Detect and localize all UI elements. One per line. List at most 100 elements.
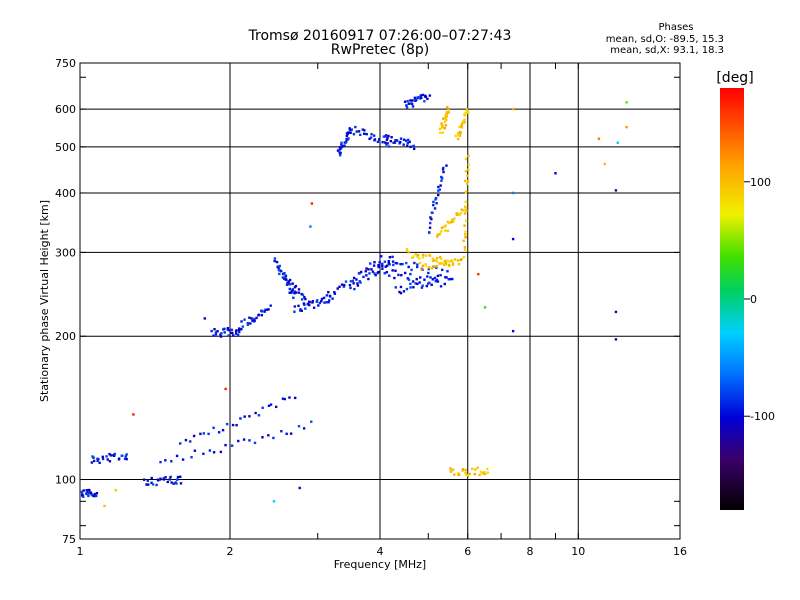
echo-point <box>439 262 442 265</box>
echo-point <box>392 263 395 267</box>
echo-point <box>316 299 319 302</box>
echo-point <box>444 117 447 120</box>
echo-point <box>412 144 415 148</box>
echo-point <box>447 109 450 112</box>
echo-point <box>448 260 451 263</box>
echo-point <box>461 468 465 471</box>
echo-point <box>208 449 212 452</box>
echo-point <box>430 283 433 286</box>
echo-point <box>243 318 246 321</box>
echo-point <box>82 495 85 498</box>
echo-point <box>278 272 281 276</box>
echo-point <box>434 259 437 262</box>
echo-point <box>439 273 442 277</box>
echo-point <box>464 170 467 173</box>
echo-point <box>386 136 389 140</box>
echo-point <box>202 432 206 435</box>
echo-point <box>85 489 88 492</box>
echo-point <box>168 478 172 481</box>
echo-point <box>460 208 464 212</box>
echo-point <box>217 431 221 434</box>
echo-point <box>349 286 352 290</box>
echo-point <box>443 259 447 263</box>
echo-point <box>202 452 205 455</box>
echo-point <box>281 276 285 279</box>
echo-point <box>428 94 432 97</box>
echo-point <box>294 291 298 294</box>
echo-point <box>146 479 150 482</box>
chart-title: Tromsø 20160917 07:26:00–07:27:43 <box>248 28 512 44</box>
echo-point <box>159 460 162 464</box>
echo-point <box>92 459 96 463</box>
echo-point <box>464 191 468 194</box>
echo-point <box>387 260 390 263</box>
echo-point <box>288 283 292 286</box>
echo-point <box>289 291 292 294</box>
colorbar-tick-label: 0 <box>750 293 757 306</box>
echo-point <box>394 139 397 142</box>
echo-point <box>458 125 461 129</box>
echo-point <box>227 334 230 337</box>
echo-point <box>443 282 446 286</box>
echo-point <box>407 138 410 142</box>
echo-point <box>297 304 300 308</box>
echo-point <box>467 179 470 183</box>
echo-point <box>355 278 358 281</box>
echo-point <box>331 297 334 300</box>
echo-point <box>339 151 342 155</box>
echo-point <box>280 430 283 433</box>
echo-point <box>616 141 619 144</box>
echo-point <box>385 143 388 146</box>
echo-point <box>234 329 238 333</box>
echo-point <box>410 102 414 106</box>
y-tick-label: 500 <box>55 141 76 154</box>
echo-point <box>267 434 270 437</box>
y-tick-label: 300 <box>55 246 76 259</box>
echo-point <box>97 458 100 461</box>
echo-point <box>455 213 459 216</box>
echo-point <box>422 253 425 257</box>
echo-point <box>170 460 173 463</box>
echo-point <box>406 277 409 280</box>
echo-point <box>221 428 225 432</box>
echo-point <box>413 96 417 100</box>
echo-point <box>95 491 99 495</box>
echo-point <box>226 328 229 331</box>
echo-point <box>441 125 444 128</box>
echo-point <box>421 284 424 287</box>
echo-point <box>430 211 434 214</box>
echo-point <box>435 257 439 260</box>
echo-point <box>288 287 292 291</box>
echo-point <box>230 444 234 447</box>
echo-point <box>441 131 444 134</box>
echo-point <box>442 263 446 267</box>
echo-point <box>451 220 455 223</box>
echo-point <box>309 225 312 228</box>
echo-point <box>192 434 196 438</box>
echo-point <box>82 489 85 492</box>
echo-point <box>212 451 216 454</box>
echo-point <box>461 121 465 124</box>
echo-point <box>293 292 296 295</box>
echo-point <box>460 123 464 126</box>
echo-point <box>179 482 183 485</box>
echo-point <box>433 207 437 210</box>
echo-point <box>315 300 319 303</box>
echo-point <box>464 236 467 239</box>
echo-point <box>461 469 464 472</box>
echo-point <box>92 456 95 459</box>
echo-point <box>486 467 489 470</box>
echo-point <box>359 270 363 274</box>
echo-point <box>439 285 443 288</box>
echo-point <box>436 274 440 278</box>
echo-point <box>446 220 450 224</box>
echo-point <box>431 259 435 263</box>
echo-point <box>169 475 172 479</box>
echo-point <box>387 145 391 148</box>
echo-point <box>325 294 329 297</box>
echo-point <box>291 288 295 291</box>
echo-point <box>403 271 407 275</box>
echo-point <box>355 130 358 133</box>
echo-point <box>424 95 428 99</box>
